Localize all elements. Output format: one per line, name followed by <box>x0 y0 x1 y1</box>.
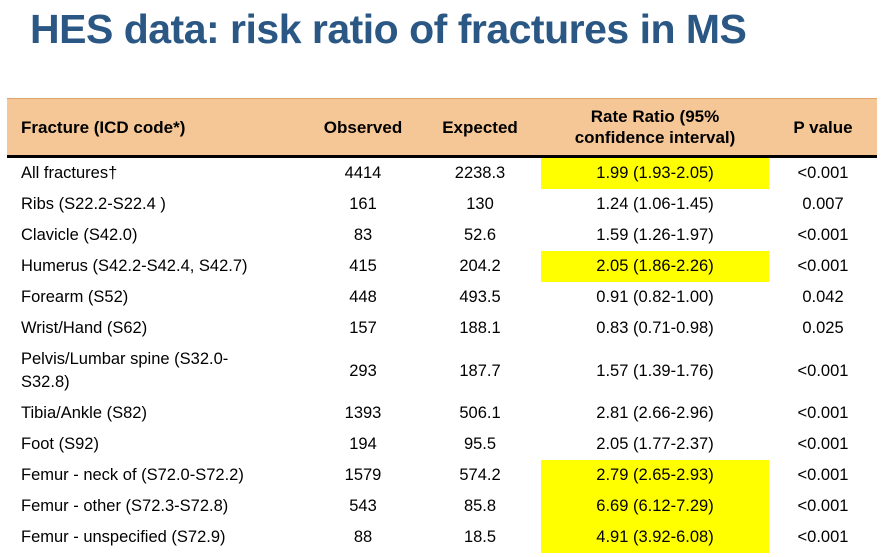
p-value-cell: <0.001 <box>769 344 877 398</box>
observed-cell: 157 <box>307 313 419 344</box>
fracture-cell: Clavicle (S42.0) <box>7 220 307 251</box>
fracture-table: Fracture (ICD code*) Observed Expected R… <box>7 98 877 553</box>
observed-cell: 194 <box>307 429 419 460</box>
expected-cell: 574.2 <box>419 460 541 491</box>
p-value-cell: <0.001 <box>769 429 877 460</box>
fracture-cell: Tibia/Ankle (S82) <box>7 398 307 429</box>
fracture-cell: Forearm (S52) <box>7 282 307 313</box>
table-row: Clavicle (S42.0) 83 52.6 1.59 (1.26-1.97… <box>7 220 877 251</box>
p-value-cell: <0.001 <box>769 522 877 553</box>
observed-cell: 83 <box>307 220 419 251</box>
expected-cell: 188.1 <box>419 313 541 344</box>
col-header-p-value: P value <box>769 98 877 158</box>
expected-cell: 52.6 <box>419 220 541 251</box>
fracture-cell: Pelvis/Lumbar spine (S32.0-S32.8) <box>7 344 307 398</box>
expected-cell: 95.5 <box>419 429 541 460</box>
table-row: Femur - unspecified (S72.9) 88 18.5 4.91… <box>7 522 877 553</box>
fracture-cell: Femur - neck of (S72.0-S72.2) <box>7 460 307 491</box>
table-row: Wrist/Hand (S62) 157 188.1 0.83 (0.71-0.… <box>7 313 877 344</box>
table-row: Humerus (S42.2-S42.4, S42.7) 415 204.2 2… <box>7 251 877 282</box>
table-row: Forearm (S52) 448 493.5 0.91 (0.82-1.00)… <box>7 282 877 313</box>
observed-cell: 1579 <box>307 460 419 491</box>
table-row: Ribs (S22.2-S22.4 ) 161 130 1.24 (1.06-1… <box>7 189 877 220</box>
table-header-row: Fracture (ICD code*) Observed Expected R… <box>7 98 877 158</box>
fracture-cell: All fractures† <box>7 156 307 189</box>
fracture-cell: Wrist/Hand (S62) <box>7 313 307 344</box>
fracture-cell: Ribs (S22.2-S22.4 ) <box>7 189 307 220</box>
expected-cell: 493.5 <box>419 282 541 313</box>
p-value-cell: <0.001 <box>769 491 877 522</box>
rate-ratio-cell: 0.91 (0.82-1.00) <box>541 282 769 313</box>
rate-ratio-cell: 4.91 (3.92-6.08) <box>541 522 769 553</box>
p-value-cell: <0.001 <box>769 460 877 491</box>
expected-cell: 85.8 <box>419 491 541 522</box>
col-header-rate-ratio: Rate Ratio (95% confidence interval) <box>541 98 769 158</box>
rate-ratio-cell: 0.83 (0.71-0.98) <box>541 313 769 344</box>
fracture-cell: Femur - other (S72.3-S72.8) <box>7 491 307 522</box>
p-value-cell: <0.001 <box>769 251 877 282</box>
rate-ratio-cell: 1.57 (1.39-1.76) <box>541 344 769 398</box>
p-value-cell: 0.042 <box>769 282 877 313</box>
expected-cell: 187.7 <box>419 344 541 398</box>
rate-ratio-cell: 2.05 (1.77-2.37) <box>541 429 769 460</box>
expected-cell: 2238.3 <box>419 156 541 189</box>
observed-cell: 543 <box>307 491 419 522</box>
rate-ratio-cell: 6.69 (6.12-7.29) <box>541 491 769 522</box>
fracture-cell: Humerus (S42.2-S42.4, S42.7) <box>7 251 307 282</box>
fracture-cell: Femur - unspecified (S72.9) <box>7 522 307 553</box>
observed-cell: 293 <box>307 344 419 398</box>
table-row: Femur - neck of (S72.0-S72.2) 1579 574.2… <box>7 460 877 491</box>
rate-ratio-cell: 1.24 (1.06-1.45) <box>541 189 769 220</box>
p-value-cell: <0.001 <box>769 156 877 189</box>
col-header-expected: Expected <box>419 98 541 158</box>
table-row: Femur - other (S72.3-S72.8) 543 85.8 6.6… <box>7 491 877 522</box>
expected-cell: 130 <box>419 189 541 220</box>
fracture-cell: Foot (S92) <box>7 429 307 460</box>
col-header-fracture: Fracture (ICD code*) <box>7 98 307 158</box>
table-row: Foot (S92) 194 95.5 2.05 (1.77-2.37) <0.… <box>7 429 877 460</box>
page-title: HES data: risk ratio of fractures in MS <box>30 6 747 52</box>
p-value-cell: 0.007 <box>769 189 877 220</box>
observed-cell: 161 <box>307 189 419 220</box>
rate-ratio-cell: 1.99 (1.93-2.05) <box>541 156 769 189</box>
p-value-cell: <0.001 <box>769 398 877 429</box>
rate-ratio-cell: 2.81 (2.66-2.96) <box>541 398 769 429</box>
observed-cell: 415 <box>307 251 419 282</box>
observed-cell: 1393 <box>307 398 419 429</box>
observed-cell: 448 <box>307 282 419 313</box>
p-value-cell: 0.025 <box>769 313 877 344</box>
rate-ratio-cell: 2.79 (2.65-2.93) <box>541 460 769 491</box>
expected-cell: 506.1 <box>419 398 541 429</box>
expected-cell: 18.5 <box>419 522 541 553</box>
table-row: All fractures† 4414 2238.3 1.99 (1.93-2.… <box>7 156 877 189</box>
observed-cell: 88 <box>307 522 419 553</box>
p-value-cell: <0.001 <box>769 220 877 251</box>
rate-ratio-cell: 2.05 (1.86-2.26) <box>541 251 769 282</box>
table-row: Tibia/Ankle (S82) 1393 506.1 2.81 (2.66-… <box>7 398 877 429</box>
observed-cell: 4414 <box>307 156 419 189</box>
col-header-observed: Observed <box>307 98 419 158</box>
expected-cell: 204.2 <box>419 251 541 282</box>
rate-ratio-cell: 1.59 (1.26-1.97) <box>541 220 769 251</box>
table-row: Pelvis/Lumbar spine (S32.0-S32.8) 293 18… <box>7 344 877 398</box>
